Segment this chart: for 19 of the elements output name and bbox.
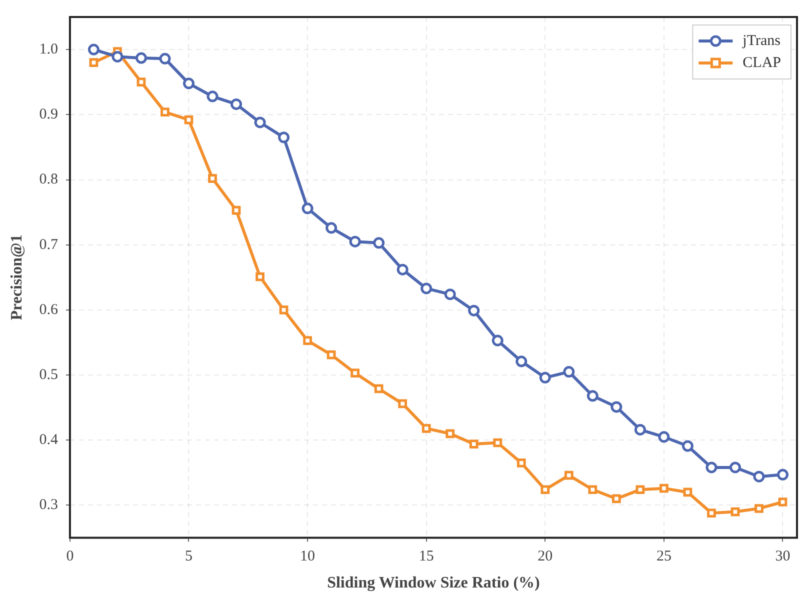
x-tick-label: 15 (418, 548, 434, 565)
y-tick-label: 0.6 (39, 302, 58, 318)
y-tick-label: 0.3 (39, 497, 58, 514)
x-axis-title: Sliding Window Size Ratio (%) (327, 574, 540, 592)
y-tick-label: 1.0 (39, 41, 58, 58)
y-tick-label: 0.4 (39, 432, 58, 448)
x-tick-label: 20 (538, 548, 553, 565)
x-tick-label: 30 (775, 548, 790, 565)
y-tick-label: 0.7 (39, 236, 58, 253)
y-tick-label: 0.9 (39, 106, 58, 123)
x-tick-label: 5 (185, 548, 192, 565)
legend-label: jTrans (742, 32, 781, 49)
y-tick-label: 0.5 (39, 366, 58, 383)
x-tick-label: 10 (300, 548, 316, 565)
y-tick-label: 0.8 (39, 172, 58, 188)
y-axis-title: Precision@1 (8, 234, 26, 320)
x-tick-label: 0 (66, 548, 74, 565)
legend-label: CLAP (742, 54, 781, 71)
x-tick-label: 25 (656, 548, 672, 565)
